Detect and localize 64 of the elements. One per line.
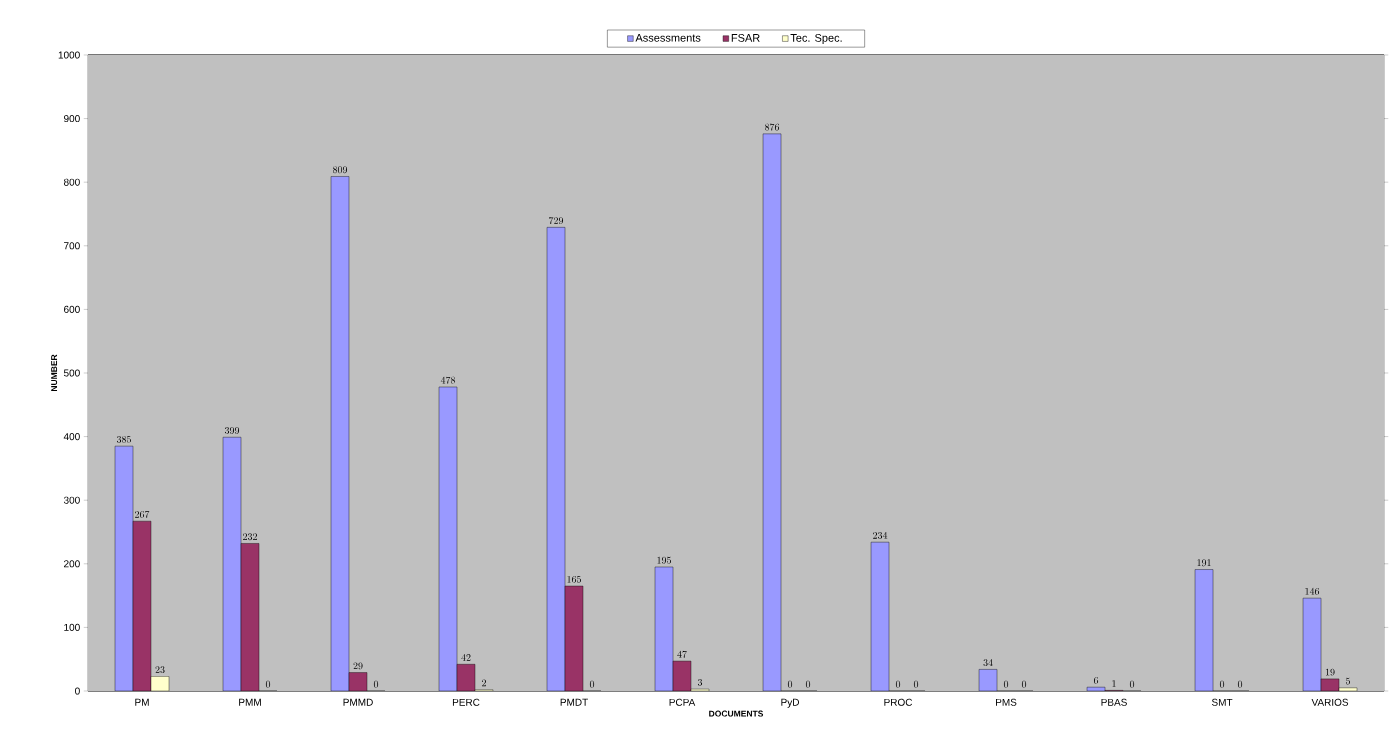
data-label: 146	[1305, 587, 1320, 595]
legend-label: FSAR	[731, 33, 760, 42]
data-label: 0	[373, 680, 379, 688]
x-tick-label: SMT	[1211, 698, 1233, 706]
x-tick-label: PMMD	[343, 698, 373, 706]
data-label: 0	[1219, 680, 1225, 688]
x-tick-label: PBAS	[1101, 698, 1127, 706]
data-label: 6	[1093, 677, 1099, 684]
data-label: 0	[1021, 680, 1027, 688]
legend-label: Assessments	[635, 34, 701, 42]
y-tick-label: 500	[63, 369, 80, 377]
data-label: 0	[265, 680, 271, 688]
y-tick-label: 600	[64, 305, 80, 313]
data-label: 29	[353, 662, 363, 670]
data-label: 809	[332, 166, 348, 174]
x-tick-label: VARIOS	[1311, 698, 1349, 706]
data-label: 42	[461, 654, 471, 661]
data-label: 195	[657, 556, 671, 564]
data-label: 0	[913, 680, 919, 688]
data-label: 19	[1325, 668, 1335, 676]
legend-label: Tec. Spec.	[790, 33, 842, 44]
data-label: 0	[589, 680, 595, 688]
y-tick-label: 400	[63, 433, 80, 441]
data-label: 47	[677, 650, 687, 658]
x-axis-title: DOCUMENTS	[709, 710, 764, 717]
data-label: 3	[697, 678, 703, 686]
data-label: 385	[116, 435, 131, 443]
data-label: 165	[567, 575, 581, 583]
y-tick-label: 800	[63, 178, 80, 186]
data-label: 267	[135, 510, 150, 518]
data-label: 0	[895, 680, 901, 688]
y-tick-label: 100	[64, 623, 80, 631]
x-tick-label: PMS	[996, 698, 1017, 706]
data-label: 191	[1197, 559, 1211, 567]
x-tick-label: PyD	[781, 698, 799, 708]
data-label: 729	[549, 217, 564, 225]
y-tick-label: 700	[64, 242, 80, 250]
x-tick-label: PERC	[452, 698, 480, 706]
x-tick-label: PMDT	[560, 698, 588, 706]
data-label: 0	[787, 680, 793, 688]
y-tick-label: 200	[64, 560, 80, 568]
data-label: 2	[482, 679, 486, 687]
y-tick-label: 900	[64, 115, 80, 123]
data-label: 5	[1346, 677, 1351, 685]
data-label: 876	[764, 123, 780, 131]
x-tick-label: PM	[135, 698, 149, 706]
y-tick-label: 0	[75, 687, 80, 695]
data-label: 399	[224, 427, 240, 434]
data-label: 1	[1112, 680, 1116, 687]
data-label: 34	[983, 659, 993, 667]
data-label: 478	[440, 376, 456, 384]
data-label: 0	[1129, 680, 1135, 688]
y-tick-label: 1000	[58, 51, 80, 59]
data-label: 234	[873, 531, 888, 539]
y-tick-label: 300	[63, 496, 80, 504]
x-tick-label: PMM	[239, 698, 261, 706]
data-label: 23	[155, 666, 165, 674]
x-tick-label: PCPA	[669, 698, 696, 706]
y-axis-title: NUMBER	[51, 354, 58, 392]
data-label: 0	[805, 680, 811, 688]
data-label: 0	[1237, 680, 1243, 688]
data-label: 232	[243, 533, 257, 541]
x-tick-label: PROC	[884, 698, 913, 706]
data-label: 0	[1003, 680, 1009, 688]
